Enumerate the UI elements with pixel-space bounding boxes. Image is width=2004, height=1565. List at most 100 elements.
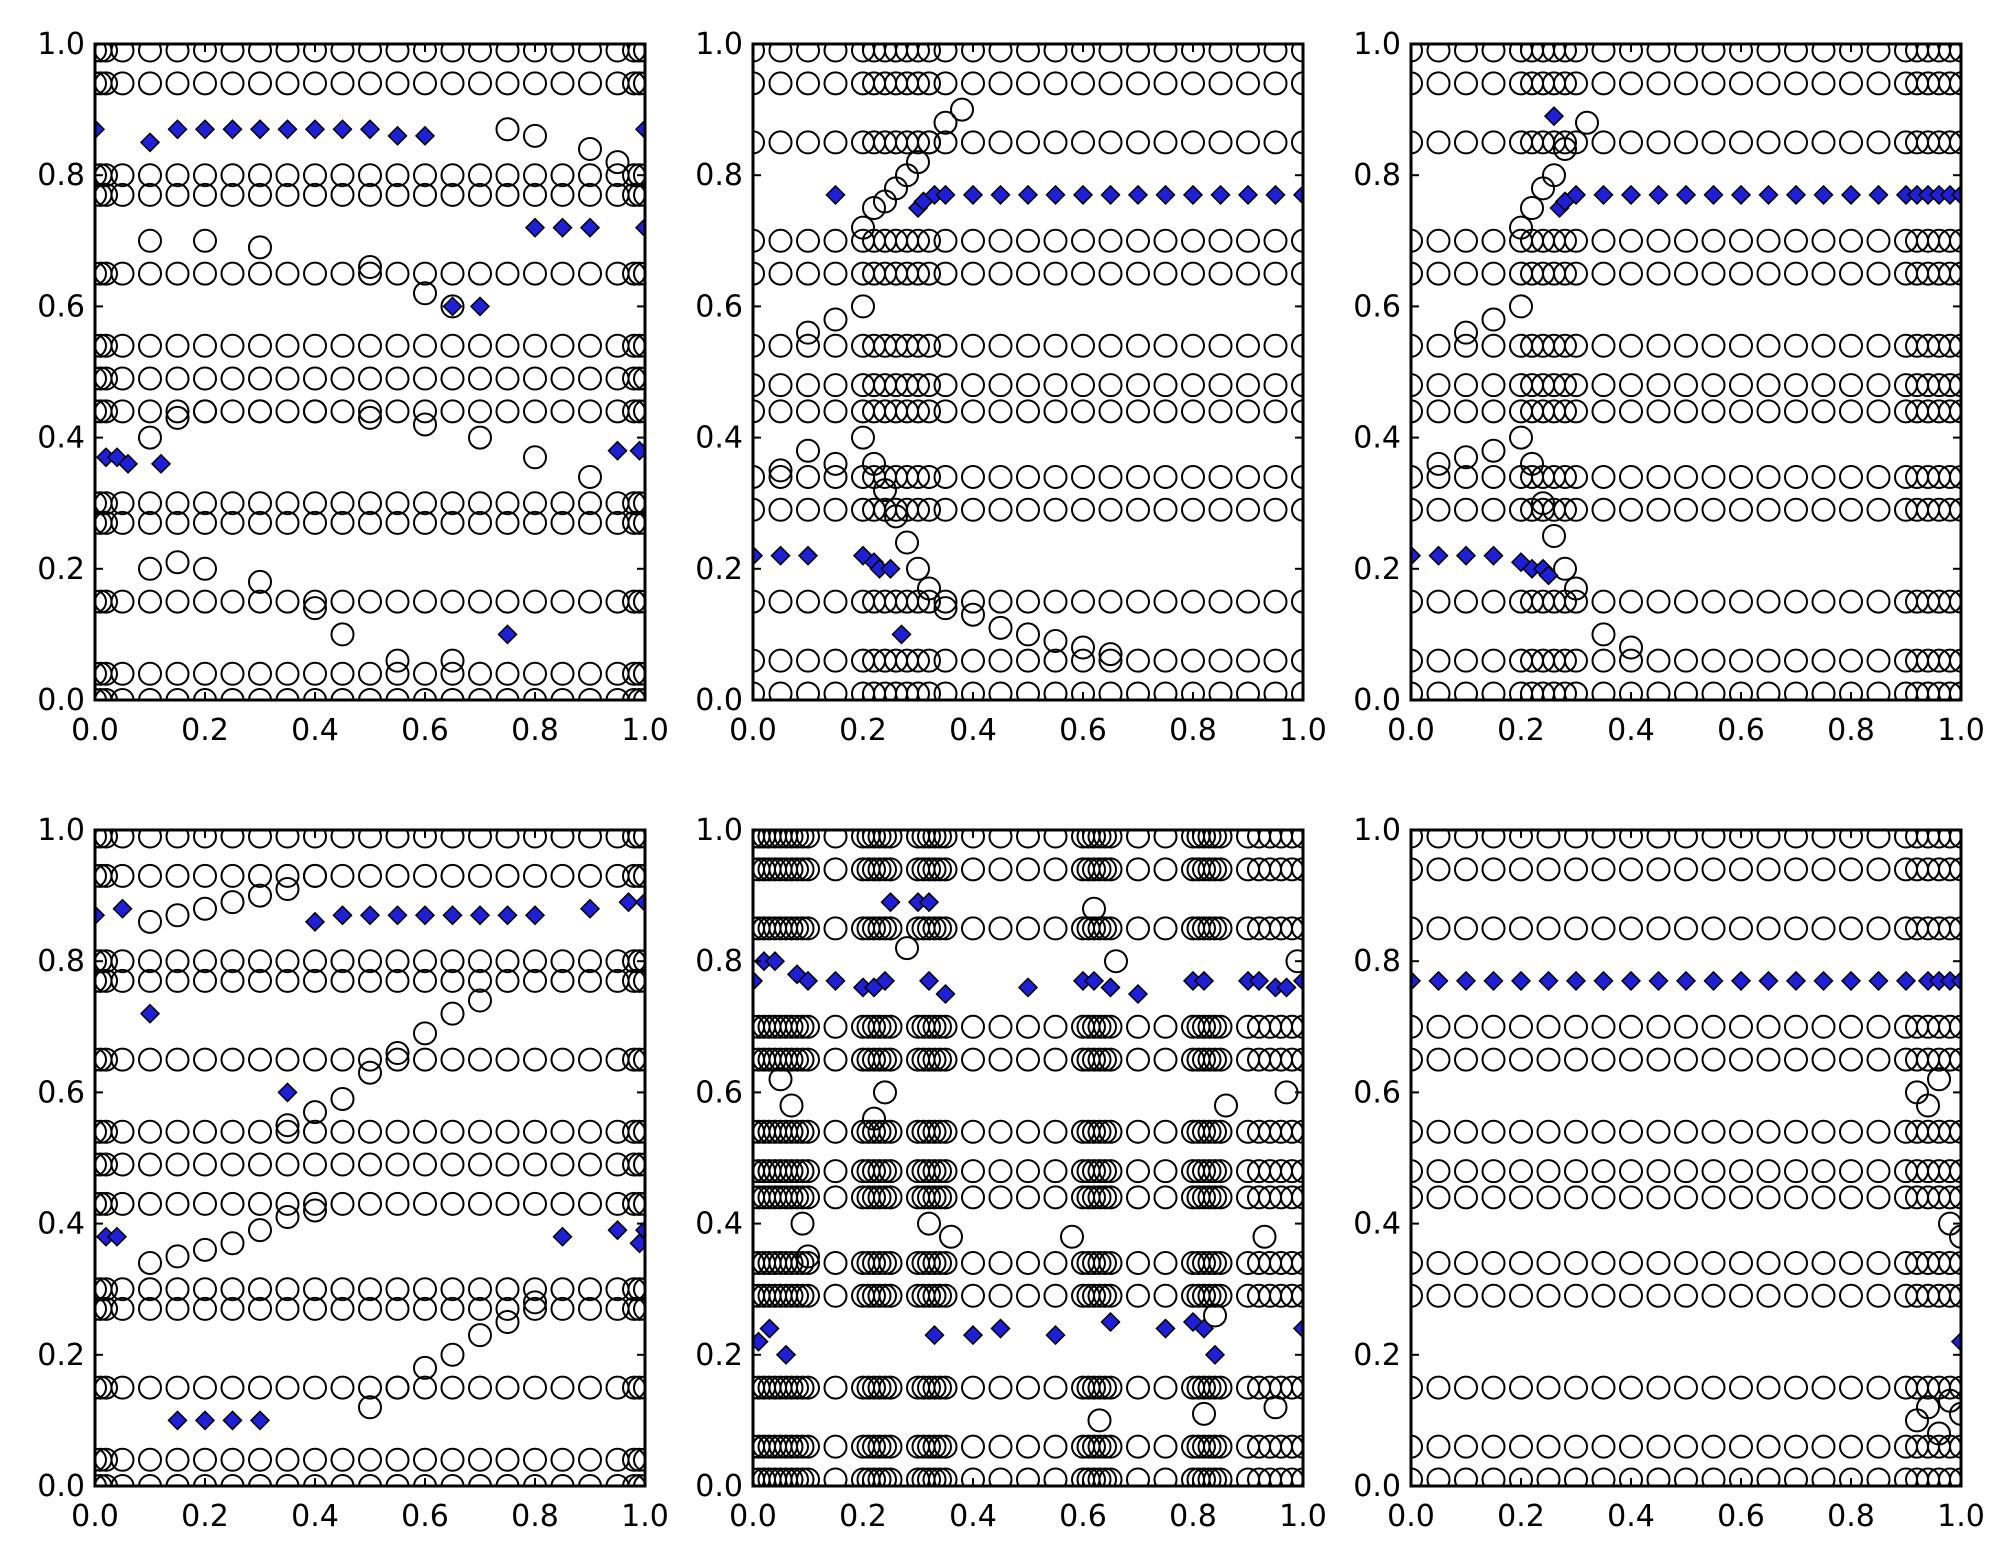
circle-point — [1784, 333, 1808, 358]
y-tick-label: 0.8 — [1353, 944, 1401, 979]
circle-point — [1811, 1119, 1836, 1144]
circle-point — [330, 1474, 355, 1486]
circle-point — [633, 44, 645, 63]
subplot-top-middle: 0.0 0.2 0.4 0.6 0.8 1.00.00.20.40.60.81.0 — [695, 27, 1327, 748]
circle-point — [1553, 136, 1577, 161]
circle-point — [1591, 130, 1616, 155]
circle-point — [878, 1014, 903, 1039]
circle-point — [440, 510, 465, 535]
circle-point — [165, 1152, 190, 1177]
circle-point — [138, 863, 162, 888]
circle-point — [917, 228, 941, 253]
circle-point — [1071, 464, 1095, 489]
circle-point — [768, 681, 793, 700]
y-tick-label: 0.4 — [1353, 421, 1401, 456]
circle-point — [851, 425, 875, 450]
circle-point — [330, 863, 355, 888]
x-tick-label: 0.4 — [949, 713, 997, 748]
circle-point — [1181, 464, 1205, 489]
circle-point — [358, 661, 382, 686]
circle-point — [622, 949, 645, 974]
diamond-point — [1538, 565, 1559, 586]
circle-point — [988, 464, 1013, 489]
circle-point — [790, 1014, 815, 1039]
circle-point — [165, 182, 190, 207]
circle-point — [468, 1152, 492, 1177]
circle-point — [1866, 916, 1891, 941]
x-tick-label: 0.0 — [71, 1499, 119, 1534]
circle-point — [1454, 589, 1478, 614]
circle-point — [1192, 1283, 1216, 1308]
circle-point — [1454, 916, 1478, 941]
circle-point — [193, 1191, 217, 1216]
diamond-point — [1483, 545, 1504, 566]
circle-point — [867, 1375, 892, 1400]
circle-point — [358, 589, 382, 614]
circle-point — [1153, 681, 1178, 700]
circle-point — [823, 916, 848, 941]
circle-point — [862, 1185, 886, 1210]
circle-point — [1082, 1250, 1106, 1275]
circle-point — [578, 1296, 602, 1321]
circle-point — [796, 1283, 820, 1308]
diamond-point — [629, 1233, 645, 1254]
y-tick-label: 0.2 — [695, 1338, 743, 1373]
circle-point — [878, 1283, 903, 1308]
circle-point — [753, 648, 765, 673]
circle-point — [358, 1447, 382, 1472]
circle-point — [220, 661, 245, 686]
circle-point — [303, 366, 327, 391]
circle-point — [110, 589, 135, 614]
circle-point — [248, 1152, 272, 1177]
circle-point — [1938, 1014, 1961, 1039]
circle-point — [165, 968, 190, 993]
circle-point — [988, 1250, 1013, 1275]
circle-point — [1866, 130, 1891, 155]
circle-point — [790, 1283, 815, 1308]
circle-point — [1729, 399, 1753, 424]
circle-point — [1701, 1375, 1726, 1400]
circle-point — [1674, 916, 1698, 941]
circle-point — [275, 830, 300, 849]
diamond-point — [1428, 545, 1449, 566]
circle-point — [248, 661, 272, 686]
circle-point — [1087, 1014, 1112, 1039]
circle-point — [1192, 1185, 1216, 1210]
circle-point — [1564, 464, 1588, 489]
circle-point — [1564, 1014, 1588, 1039]
circle-point — [1938, 1250, 1961, 1275]
circle-point — [1203, 1467, 1227, 1486]
circle-point — [1564, 576, 1588, 601]
circle-point — [1481, 830, 1506, 849]
diamond-point — [1455, 970, 1477, 991]
circle-point — [753, 399, 765, 424]
circle-point — [1619, 497, 1643, 522]
circle-point — [1280, 1434, 1303, 1459]
circle-point — [627, 333, 645, 358]
circle-point — [1811, 1283, 1836, 1308]
diamond-point — [524, 217, 546, 238]
circle-point — [358, 163, 382, 188]
circle-point — [1291, 916, 1303, 941]
circle-point — [275, 877, 300, 902]
y-tick-label: 0.0 — [37, 1469, 85, 1504]
circle-point — [1454, 681, 1478, 700]
circle-point — [385, 510, 410, 535]
circle-point — [220, 1231, 245, 1256]
circle-point — [495, 1277, 520, 1302]
circle-point — [779, 1185, 804, 1210]
circle-point — [1701, 1185, 1726, 1210]
circle-point — [779, 1159, 804, 1184]
circle-point — [550, 261, 575, 286]
circle-point — [1087, 1159, 1112, 1184]
y-tick-label: 0.2 — [1353, 552, 1401, 587]
circle-point — [622, 333, 645, 358]
circle-point — [440, 661, 465, 686]
diamond-point — [1950, 970, 1961, 991]
circle-point — [248, 1277, 272, 1302]
circle-point — [1591, 1159, 1616, 1184]
circle-point — [961, 497, 985, 522]
circle-point — [523, 1296, 547, 1321]
diamond-point — [387, 905, 408, 926]
diamond-point — [918, 970, 940, 991]
